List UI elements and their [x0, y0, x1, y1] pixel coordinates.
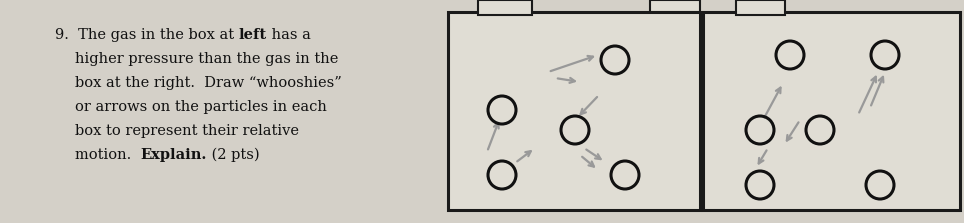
Text: (2 pts): (2 pts) [207, 148, 259, 162]
Bar [478, 0, 532, 15]
Text: left: left [239, 28, 267, 42]
Bar [650, 0, 700, 12]
Text: box to represent their relative: box to represent their relative [75, 124, 299, 138]
Bar [736, 0, 785, 15]
Bar [448, 12, 700, 210]
Text: Explain.: Explain. [141, 148, 207, 162]
Text: has a: has a [267, 28, 310, 42]
Text: box at the right.  Draw “whooshies”: box at the right. Draw “whooshies” [75, 76, 342, 90]
Bar [703, 12, 960, 210]
Text: higher pressure than the gas in the: higher pressure than the gas in the [75, 52, 338, 66]
Text: 9.  The gas in the box at: 9. The gas in the box at [55, 28, 239, 42]
Text: or arrows on the particles in each: or arrows on the particles in each [75, 100, 327, 114]
Text: motion.: motion. [75, 148, 141, 162]
